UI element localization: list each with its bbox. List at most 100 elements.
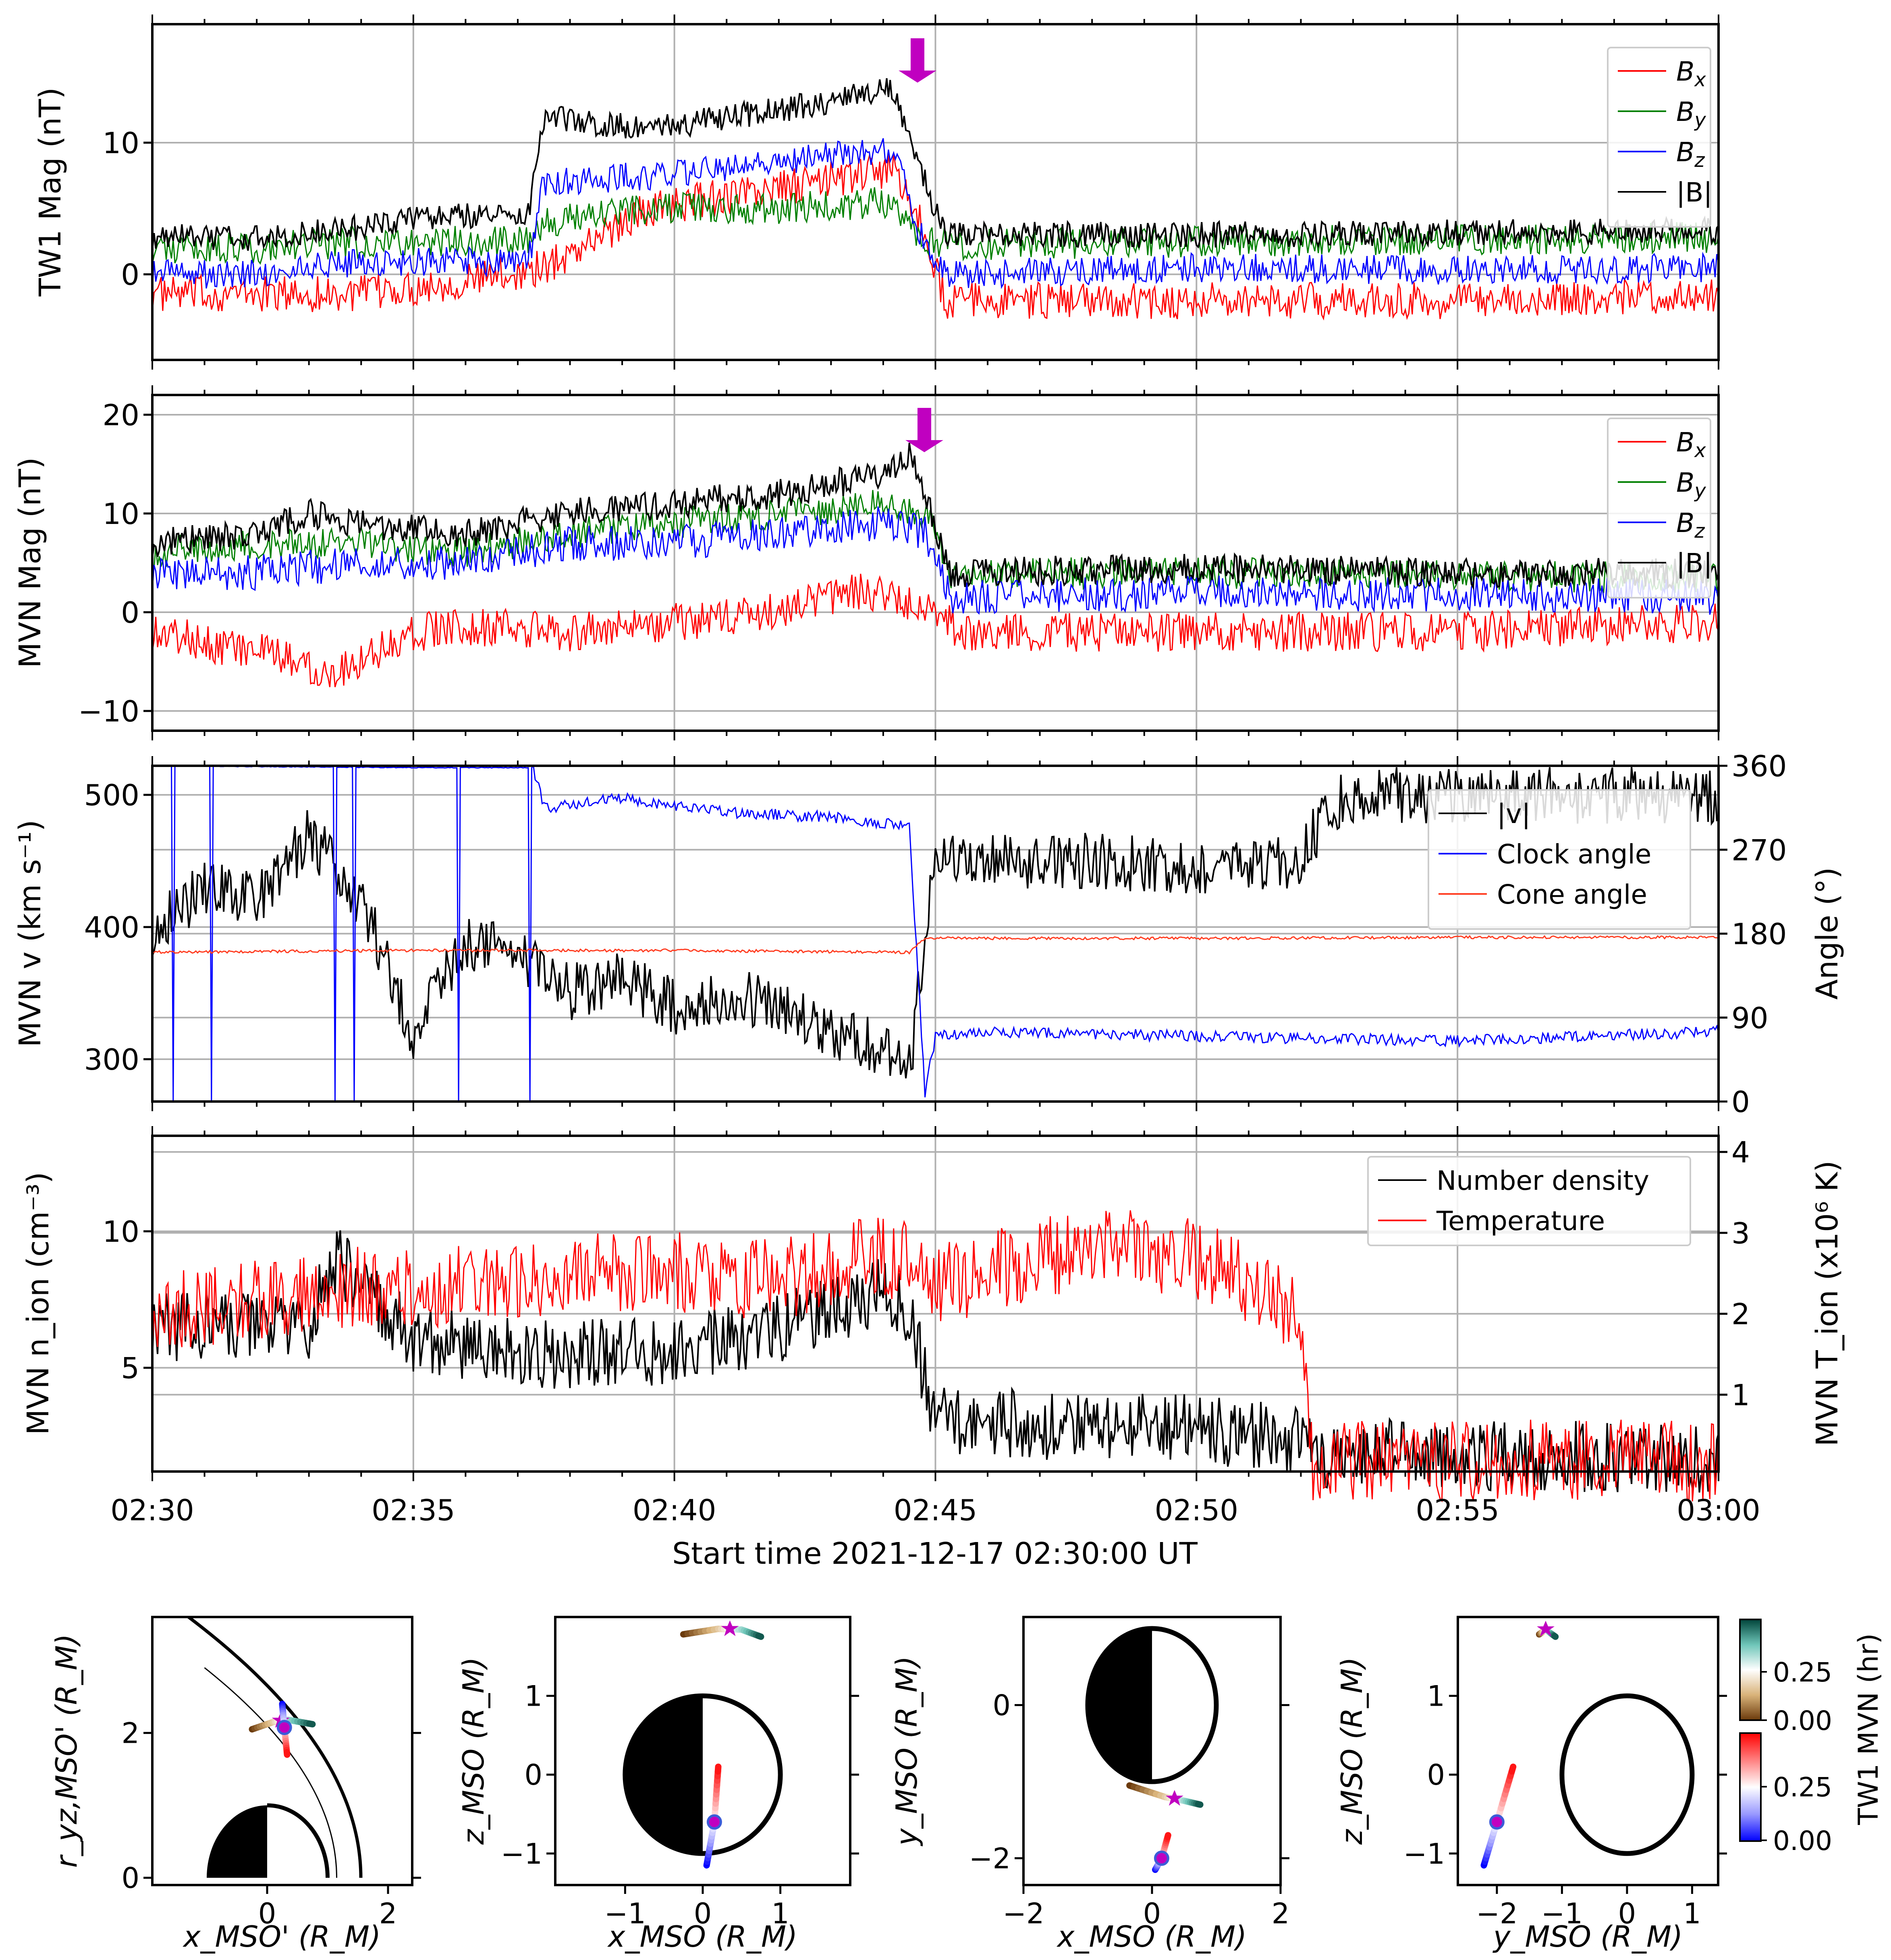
y-tick-label: 1 (1427, 1680, 1445, 1713)
legend-subscript: z (1694, 520, 1705, 542)
time-tick-label: 02:45 (894, 1493, 978, 1527)
axes-frame (151, 1135, 1720, 1473)
series-line-v (152, 767, 1719, 1079)
legend-label: Number density (1436, 1165, 1649, 1196)
x-tick-label: 1 (771, 1897, 789, 1930)
legend-box (1607, 418, 1711, 599)
axes-frame (1022, 1616, 1282, 1886)
series-group (152, 764, 1719, 1102)
tw1-position-star (721, 1620, 739, 1636)
colorbar-tw1-tick: 0.00 (1773, 1705, 1832, 1736)
series-line-coneangle (152, 935, 1719, 955)
planet-shape (623, 1693, 783, 1856)
x-axis-label: x_MSO (R_M) (1057, 1920, 1247, 1954)
time-tick-label: 02:55 (1416, 1493, 1499, 1527)
y-tick-label: 0 (121, 1862, 139, 1895)
legend-label: |B| (1676, 548, 1712, 579)
mvn-position-marker (1489, 1814, 1505, 1830)
series-line-clockangle (152, 764, 1719, 1102)
tw1-position-star (1537, 1621, 1555, 1637)
panel-mvn-velocity: 300 400 500 0 90 180 270 360 MVN v (km s⁻¹) Ang… (13, 749, 1845, 1119)
axes-frame (151, 765, 1720, 1103)
y-tick-label-right: 180 (1731, 917, 1787, 951)
series-line-bz (152, 506, 1719, 615)
series-line-bx (152, 152, 1719, 321)
y-tick-label: 0 (992, 1689, 1011, 1722)
legend-label: Temperature (1436, 1206, 1605, 1237)
x-tick-label: 2 (1272, 1897, 1290, 1930)
planet-shape (187, 1615, 363, 1878)
planet-nightside (207, 1805, 267, 1878)
series-group (249, 1700, 316, 1758)
ticks: 5 10 1 2 3 4 (102, 1126, 1750, 1481)
legend-label: By (1676, 96, 1706, 131)
legend-subscript: x (1694, 439, 1706, 462)
x-tick-label: 0 (258, 1897, 276, 1930)
y-tick-label-right: 4 (1731, 1135, 1750, 1169)
series-line-b (152, 443, 1719, 590)
orbit-panel-y-z: −2 −1 0 1 −1 0 1 y_MSO (R_M) z_MSO (R_M) (1335, 1616, 1727, 1954)
y-tick-label-right: 90 (1731, 1001, 1769, 1035)
legend-label: Bx (1676, 427, 1706, 462)
series-group (152, 78, 1719, 321)
ticks: 0 2 0 2 (121, 1717, 421, 1930)
y-tick-label: 2 (121, 1717, 139, 1750)
y-tick-label: 0 (121, 258, 139, 292)
axes-frame (554, 1616, 851, 1886)
series-line-bz (152, 138, 1719, 289)
y-tick-label: 1 (524, 1680, 542, 1713)
y-axis-label: TW1 Mag (nT) (33, 87, 68, 297)
x-tick-label: −1 (604, 1897, 646, 1930)
legend-subscript: y (1694, 480, 1706, 502)
bow-shock-curve (187, 1615, 363, 1878)
y-tick-label: 5 (121, 1351, 139, 1385)
x-tick-label: −2 (1003, 1897, 1044, 1930)
legend-label: Cone angle (1497, 879, 1647, 910)
ticks: −1 0 1 −1 0 1 (501, 1680, 859, 1930)
series-line-by (152, 187, 1719, 265)
axes-frame (151, 394, 1720, 732)
ticks: −10 0 10 20 (78, 385, 1719, 740)
y-tick-label-right: 270 (1731, 833, 1787, 867)
legend-subscript: y (1694, 109, 1706, 131)
x-axis-label: x_MSO (R_M) (607, 1920, 797, 1954)
grid (152, 395, 1719, 731)
panel-mvn-density-temperature: 5 10 1 2 3 4 MVN n_ion (cm⁻³) MVN T_ion (x10⁶… (21, 1126, 1845, 1571)
mvn-position-marker (1154, 1850, 1169, 1866)
y-axis-label-right: Angle (°) (1810, 867, 1845, 1000)
series-line-b (152, 78, 1719, 251)
shock-arrow (899, 38, 936, 83)
y-tick-label: 10 (102, 497, 139, 531)
y-tick-label: 10 (102, 126, 139, 160)
orbit-panel-x-ryz: 0 2 0 2 x_MSO' (R_M) r_yz,MSO' (R_M) (50, 1615, 421, 1954)
colorbar-mvn (1739, 1732, 1762, 1842)
shock-arrow (905, 408, 943, 452)
time-tick-label: 02:40 (633, 1493, 716, 1527)
axes-frame (151, 1616, 413, 1886)
x-tick-label: 0 (694, 1897, 712, 1930)
time-tick-labels: 02:30 02:35 02:40 02:45 02:50 02:55 03:00 (110, 1493, 1760, 1527)
time-tick-label: 02:35 (372, 1493, 455, 1527)
series-line-by (152, 490, 1719, 594)
y-tick-label: 10 (102, 1215, 139, 1249)
series-line-bx (152, 574, 1719, 688)
y-tick-label: −1 (501, 1837, 542, 1871)
y-tick-label: −1 (1403, 1837, 1445, 1871)
trajectory-tw1-segment (755, 1632, 764, 1640)
colorbar-label: TW1 MVN (hr) (1853, 1633, 1885, 1825)
legend-label: |B| (1676, 177, 1712, 208)
legend: |v| Clock angle Cone angle (1428, 789, 1691, 930)
legend-box (1428, 789, 1691, 930)
legend-label: Clock angle (1497, 839, 1651, 870)
legend: Number density Temperature (1367, 1156, 1691, 1246)
y-axis-label-right: MVN T_ion (x10⁶ K) (1810, 1160, 1845, 1446)
ticks: −2 −1 0 1 −1 0 1 (1403, 1680, 1727, 1930)
y-tick-label-right: 2 (1731, 1297, 1750, 1331)
planet-dayside (267, 1803, 330, 1878)
grid (152, 24, 1719, 360)
legend-subscript: x (1694, 69, 1706, 91)
planet-shape (1559, 1693, 1695, 1856)
y-tick-label: 20 (102, 398, 139, 432)
